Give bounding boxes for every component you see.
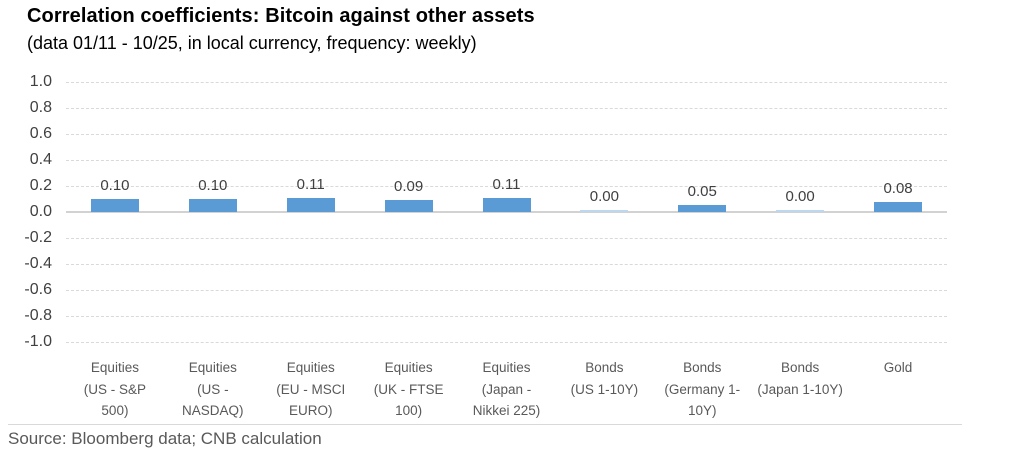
bar-4	[384, 200, 433, 212]
bar-value-label: 0.00	[785, 188, 815, 205]
bar-value-label: 0.10	[198, 177, 228, 194]
chart-title: Correlation coefficients: Bitcoin agains…	[27, 5, 535, 27]
bar-7	[678, 205, 727, 212]
y-axis-tick-label: 1.0	[29, 73, 52, 90]
zero-axis-line	[66, 211, 947, 213]
gridline	[66, 342, 947, 343]
x-axis-label: Gold	[883, 360, 913, 375]
gridline	[66, 238, 947, 239]
gridline	[66, 82, 947, 83]
chart-subtitle: (data 01/11 - 10/25, in local currency, …	[27, 33, 477, 53]
y-axis-tick-label: -0.6	[24, 281, 52, 298]
bar-value-label: 0.11	[296, 176, 325, 193]
bar-value-label: 0.05	[687, 183, 717, 200]
bar-9	[874, 202, 923, 212]
bar-5	[482, 198, 531, 212]
x-axis-label: Bonds (US 1-10Y)	[570, 360, 639, 397]
y-axis-tick-label: -0.8	[24, 307, 52, 324]
gridline	[66, 264, 947, 265]
y-axis-tick-label: -0.4	[24, 255, 52, 272]
y-axis-tick-label: 0.6	[29, 125, 52, 142]
x-axis-label: Bonds (Japan 1-10Y)	[757, 360, 843, 397]
x-axis-label: Bonds (Germany 1- 10Y)	[664, 360, 741, 418]
source-attribution: Source: Bloomberg data; CNB calculation	[8, 429, 322, 448]
y-axis-tick-label: 0.0	[29, 203, 52, 220]
bar-2	[188, 199, 237, 212]
y-axis-tick-label: 0.2	[29, 177, 52, 194]
bar-value-label: 0.09	[393, 178, 424, 195]
gridline	[66, 108, 947, 109]
gridline	[66, 186, 947, 187]
gridline	[66, 134, 947, 135]
bar-value-label: 0.00	[589, 188, 619, 205]
bar-1	[90, 199, 139, 212]
x-axis-label: Equities (US - S&P 500)	[83, 360, 147, 418]
y-axis-tick-label: 0.4	[29, 151, 52, 168]
x-axis-label: Equities (US - NASDAQ)	[182, 360, 244, 418]
gridline	[66, 316, 947, 317]
gridline	[66, 290, 947, 291]
bar-3	[286, 198, 335, 212]
bar-value-label: 0.10	[100, 177, 130, 194]
bar-value-label: 0.11	[492, 176, 521, 193]
y-axis-tick-label: 0.8	[29, 99, 52, 116]
y-axis-tick-label: -1.0	[24, 333, 52, 350]
x-axis-label: Equities (Japan - Nikkei 225)	[472, 360, 541, 418]
bar-value-label: 0.08	[883, 180, 913, 197]
y-axis-tick-label: -0.2	[24, 229, 52, 246]
source-divider	[8, 424, 962, 425]
x-axis-label: Equities (EU - MSCI EURO)	[276, 360, 346, 418]
bar-6	[580, 210, 629, 212]
gridline	[66, 160, 947, 161]
x-axis-label: Equities (UK - FTSE 100)	[373, 360, 444, 418]
bar-8	[776, 210, 825, 212]
